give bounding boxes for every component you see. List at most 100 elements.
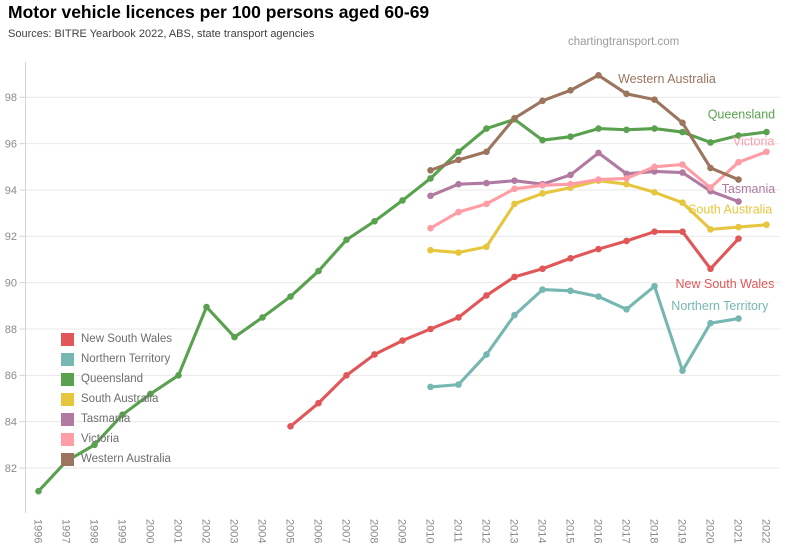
series-dot-wa-2012 [483, 148, 490, 156]
series-dot-vic-2020 [707, 184, 714, 191]
series-dot-qld-2018 [651, 125, 658, 132]
series-dot-wa-2019 [679, 119, 686, 127]
legend-swatch-sa [61, 392, 74, 406]
series-dot-sa-2011 [455, 249, 462, 256]
x-tick-label-1997: 1997 [60, 519, 72, 543]
series-dot-wa-2013 [511, 114, 518, 122]
series-dot-nsw-2014 [539, 265, 546, 273]
series-dot-wa-2015 [567, 87, 574, 94]
series-dot-qld-2004 [259, 314, 266, 321]
watermark: chartingtransport.com [568, 36, 680, 48]
series-dot-nsw-2007 [343, 372, 350, 379]
legend-item-vic[interactable]: Victoria [61, 429, 172, 449]
series-dot-nsw-2015 [567, 255, 574, 262]
series-dot-tas-2015 [567, 171, 574, 179]
page-title: Motor vehicle licences per 100 persons a… [8, 2, 430, 22]
series-line-wa [428, 73, 741, 182]
legend-swatch-wa [61, 452, 74, 466]
series-dot-tas-2017 [623, 170, 630, 178]
series-dot-sa-2018 [651, 188, 658, 196]
series-dot-nt-2015 [567, 287, 574, 295]
series-dot-qld-2005 [287, 293, 294, 300]
series-dot-nsw-2013 [511, 273, 518, 281]
series-dot-qld-2021 [735, 132, 742, 139]
series-dot-nt-2019 [679, 367, 686, 375]
series-dot-vic-2019 [679, 161, 686, 168]
series-dot-qld-2003 [231, 333, 238, 341]
series-end-label-wa: Western Australia [618, 72, 716, 86]
series-dot-wa-2011 [455, 156, 462, 164]
x-tick-label-1999: 1999 [116, 519, 128, 543]
x-tick-label-2012: 2012 [480, 519, 492, 543]
series-dot-nsw-2016 [595, 245, 602, 253]
series-dot-nt-2017 [623, 306, 630, 313]
series-dot-qld-1996 [35, 487, 42, 495]
y-tick-label-86: 86 [5, 370, 17, 382]
x-tick-label-1998: 1998 [88, 519, 100, 543]
series-dot-vic-2018 [651, 163, 658, 171]
legend-item-wa[interactable]: Western Australia [61, 449, 172, 469]
series-dot-qld-2016 [595, 125, 602, 132]
x-tick-label-2015: 2015 [564, 519, 576, 543]
series-dot-wa-2016 [595, 71, 602, 79]
series-dot-qld-2002 [203, 303, 210, 311]
series-dot-sa-2012 [483, 243, 490, 251]
x-tick-label-2011: 2011 [452, 519, 464, 543]
y-tick-label-98: 98 [5, 92, 17, 104]
legend-label-nt: Northern Territory [81, 353, 171, 365]
series-dot-nt-2021 [735, 315, 742, 322]
series-dot-wa-2021 [735, 176, 742, 183]
x-tick-label-2001: 2001 [172, 519, 184, 543]
series-dot-qld-2019 [679, 128, 686, 136]
y-tick-label-90: 90 [5, 277, 17, 289]
series-end-label-vic: Victoria [733, 134, 775, 148]
series-dot-nsw-2008 [371, 351, 378, 358]
series-dot-qld-2015 [567, 133, 574, 140]
x-tick-label-2006: 2006 [312, 519, 324, 543]
series-dot-sa-2019 [679, 199, 686, 207]
x-tick-label-2022: 2022 [760, 519, 772, 543]
x-tick-label-2007: 2007 [340, 519, 352, 543]
series-dot-nt-2018 [651, 282, 658, 290]
legend-item-tas[interactable]: Tasmania [61, 409, 172, 429]
y-tick-label-82: 82 [5, 463, 17, 475]
series-dot-vic-2015 [567, 180, 574, 188]
legend-item-qld[interactable]: Queensland [61, 369, 172, 389]
series-dot-qld-2007 [343, 236, 350, 244]
legend-label-vic: Victoria [81, 433, 120, 445]
series-dot-sa-2017 [623, 180, 630, 188]
x-tick-label-2021: 2021 [732, 519, 744, 543]
series-dot-sa-2021 [735, 223, 742, 231]
legend-item-nt[interactable]: Northern Territory [61, 349, 172, 369]
series-dot-tas-2010 [427, 192, 434, 200]
series-dot-tas-2021 [735, 198, 742, 205]
x-tick-label-2005: 2005 [284, 519, 296, 543]
series-dot-nt-2014 [539, 286, 546, 293]
legend-item-sa[interactable]: South Australia [61, 389, 172, 409]
series-dot-vic-2022 [763, 148, 770, 156]
series-dot-wa-2014 [539, 97, 546, 105]
y-tick-label-96: 96 [5, 138, 17, 150]
series-dot-qld-2022 [763, 128, 770, 136]
series-dot-qld-2020 [707, 139, 714, 146]
series-end-label-tas: Tasmania [722, 182, 776, 196]
legend-label-qld: Queensland [81, 373, 144, 385]
legend-swatch-nsw [61, 332, 74, 346]
legend-label-wa: Western Australia [81, 453, 171, 465]
legend-item-nsw[interactable]: New South Wales [61, 329, 172, 349]
x-tick-label-2000: 2000 [144, 519, 156, 543]
series-dot-qld-2001 [175, 372, 182, 379]
x-tick-label-2008: 2008 [368, 519, 380, 543]
series-dot-tas-2016 [595, 149, 602, 157]
series-dot-qld-2000 [147, 390, 154, 398]
series-dot-qld-1998 [91, 441, 98, 449]
series-dot-wa-2017 [623, 90, 630, 98]
series-dot-qld-2008 [371, 217, 378, 225]
x-tick-label-2013: 2013 [508, 519, 520, 543]
series-dot-nsw-2009 [399, 337, 406, 344]
x-tick-label-2020: 2020 [704, 519, 716, 543]
series-dot-nsw-2005 [287, 423, 294, 430]
series-dot-tas-2018 [651, 168, 658, 175]
series-dot-vic-2013 [511, 185, 518, 193]
